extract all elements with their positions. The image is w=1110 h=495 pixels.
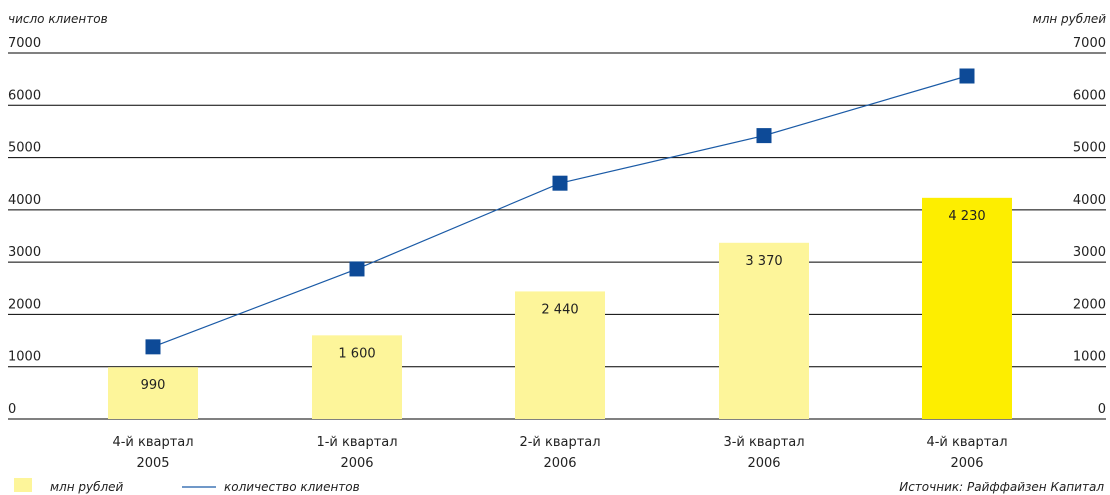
bar [312,335,402,419]
y-tick-label-right: 5000 [1073,141,1106,156]
y-tick-label-left: 5000 [8,141,41,156]
right-axis-title: млн рублей [1033,12,1107,26]
y-tick-label-left: 1000 [8,350,41,365]
legend-line-label: количество клиентов [224,480,360,494]
y-axis-ticks: 7000 7000 6000 6000 5000 5000 4000 4000 3000 3000… [8,36,1106,417]
legend-bar-label: млн рублей [50,480,124,494]
y-tick-label-right: 1000 [1073,350,1106,365]
y-tick-label-left: 6000 [8,88,41,103]
legend: млн рублей количество клиентов [14,478,360,494]
x-category-year: 2006 [950,456,983,471]
y-tick-label-left: 3000 [8,245,41,260]
x-category-year: 2006 [747,456,780,471]
bar [922,197,1012,419]
x-category-label: 1-й квартал [316,435,397,450]
source-note: Источник: Райффайзен Капитал [899,480,1104,494]
bar-data-label: 2 440 [541,302,578,317]
x-axis-categories: 4-й квартал 2005 1-й квартал 2006 2-й кварта… [112,435,1007,471]
y-tick-label-right: 0 [1098,402,1106,417]
y-tick-label-right: 3000 [1073,245,1106,260]
line-marker [145,339,161,355]
y-tick-label-left: 4000 [8,193,41,208]
line-marker [349,261,365,277]
line-marker [756,128,772,144]
bar [515,291,605,419]
bar-data-label: 4 230 [948,209,985,224]
bar-data-label: 3 370 [745,254,782,269]
bar [108,367,198,419]
x-category-year: 2005 [136,456,169,471]
y-tick-label-right: 2000 [1073,297,1106,312]
legend-bar-swatch [14,478,32,492]
bar [719,242,809,419]
y-tick-label-left: 7000 [8,36,41,51]
y-tick-label-right: 4000 [1073,193,1106,208]
x-category-label: 3-й квартал [723,435,804,450]
bar-data-label: 990 [141,378,166,393]
y-tick-label-right: 7000 [1073,36,1106,51]
x-category-year: 2006 [340,456,373,471]
line-marker [552,175,568,191]
x-category-label: 4-й квартал [112,435,193,450]
x-category-label: 4-й квартал [926,435,1007,450]
y-tick-label-right: 6000 [1073,88,1106,103]
line-marker [959,68,975,84]
y-tick-label-left: 2000 [8,297,41,312]
y-tick-label-left: 0 [8,402,16,417]
bar-data-label: 1 600 [338,346,375,361]
line-series [145,68,975,355]
left-axis-title: число клиентов [8,12,108,26]
x-category-year: 2006 [543,456,576,471]
bar-series: 990 1 600 2 440 3 370 4 230 [108,197,1012,419]
x-category-label: 2-й квартал [519,435,600,450]
